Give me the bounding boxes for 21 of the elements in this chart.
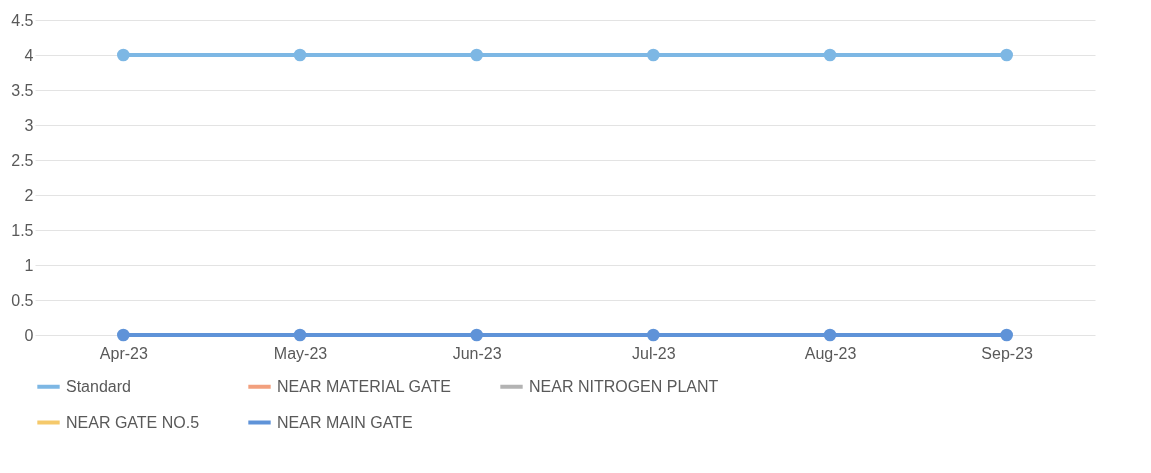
x-tick-label: Sep-23	[981, 344, 1034, 362]
legend-label: NEAR GATE NO.5	[66, 413, 200, 431]
x-tick-label: Aug-23	[804, 344, 857, 362]
y-tick-label: 2	[24, 186, 34, 204]
x-tick-label: Jul-23	[632, 344, 676, 362]
legend-label: NEAR MATERIAL GATE	[277, 377, 451, 395]
y-tick-label: 3.5	[11, 81, 34, 99]
x-tick-label: May-23	[273, 344, 328, 362]
y-tick-label: 4.5	[11, 11, 34, 29]
legend-label: NEAR NITROGEN PLANT	[529, 377, 719, 395]
y-tick-label: 0.5	[11, 291, 34, 309]
legend-label: Standard	[66, 377, 131, 395]
y-tick-label: 2.5	[11, 151, 34, 169]
y-tick-label: 1	[24, 256, 34, 274]
legend-label: NEAR MAIN GATE	[277, 413, 413, 431]
x-tick-label: Jun-23	[452, 344, 502, 362]
y-tick-label: 4	[24, 46, 34, 64]
x-tick-label: Apr-23	[99, 344, 148, 362]
y-tick-label: 0	[24, 326, 34, 344]
y-tick-label: 1.5	[11, 221, 34, 239]
y-tick-label: 3	[24, 116, 34, 134]
